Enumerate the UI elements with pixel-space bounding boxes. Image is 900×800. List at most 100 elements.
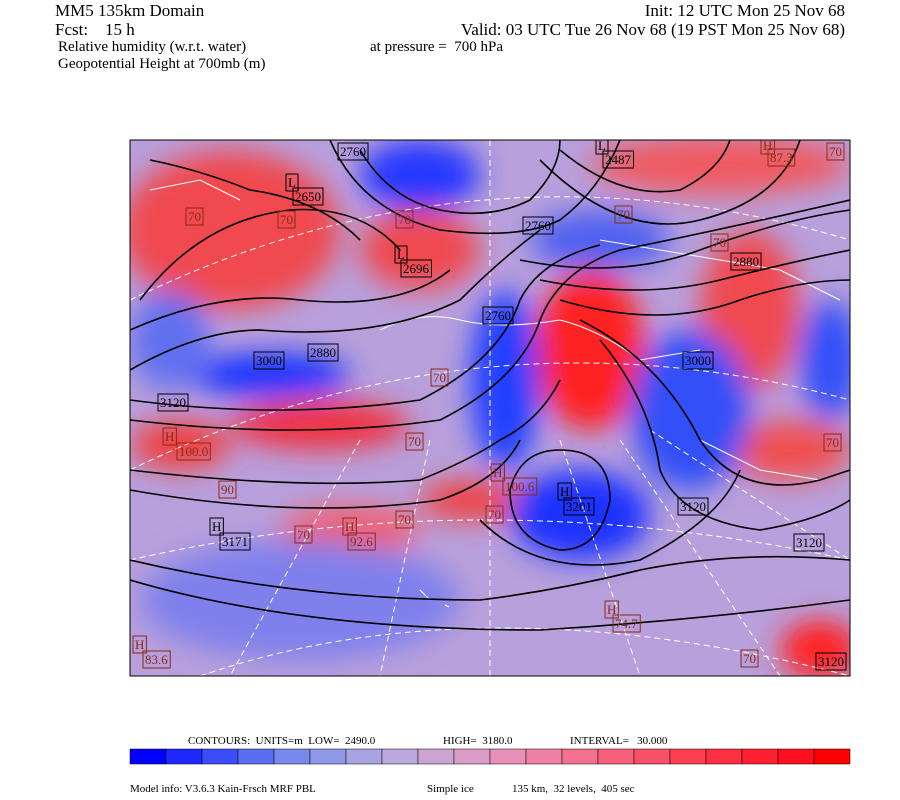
map-label: 83.6: [145, 652, 168, 667]
map-label: 70: [297, 527, 310, 542]
model-info: Model info: V3.6.3 Kain-Frsch MRF PBL: [130, 783, 316, 795]
label-box: [677, 497, 709, 516]
label-box: [826, 142, 845, 161]
label-box: [277, 210, 296, 229]
forecast: Fcst: 15 h: [55, 20, 135, 39]
field-label: Geopotential Height at 700mb (m): [58, 56, 265, 72]
map-label: H: [135, 637, 144, 652]
map-label: 90: [221, 482, 234, 497]
map-label: 70: [829, 144, 842, 159]
map-label: 2650: [295, 189, 321, 204]
contour-info: CONTOURS: UNITS=m LOW= 2490.0: [188, 735, 376, 747]
label-box: [602, 150, 634, 169]
label-box: [710, 233, 729, 252]
map-label: 3000: [685, 353, 711, 368]
map-label: 100.6: [505, 479, 535, 494]
colorbar-swatch: [525, 748, 563, 765]
map-label: 70: [743, 651, 756, 666]
label-box: [740, 649, 759, 668]
colorbar-swatch: [273, 748, 311, 765]
map-label: 2760: [525, 218, 551, 233]
colorbar: [129, 748, 851, 765]
label-box: [176, 442, 211, 461]
map-label: 70: [398, 512, 411, 527]
colorbar-swatch: [165, 748, 203, 765]
colorbar-swatch: [417, 748, 455, 765]
label-box: [285, 173, 299, 192]
map-frame: [129, 139, 851, 677]
map-label: 3120: [796, 535, 822, 550]
label-box: [307, 343, 339, 362]
pressure-label: at pressure = 700 hPa: [370, 39, 503, 55]
contour-interval: INTERVAL= 30.000: [570, 735, 668, 747]
label-box: [614, 205, 633, 224]
map-label: H: [165, 429, 174, 444]
label-box: [502, 477, 538, 496]
map-label: 2760: [340, 144, 366, 159]
colorbar-swatch: [597, 748, 635, 765]
label-box: [522, 216, 554, 235]
map-label: 70: [617, 207, 630, 222]
init-time: Init: 12 UTC Mon 25 Nov 68: [645, 1, 845, 20]
map-label: 3120: [680, 499, 706, 514]
label-box: [815, 652, 847, 671]
label-box: [209, 517, 224, 536]
map-label: L: [598, 138, 606, 153]
map-label: H: [212, 519, 221, 534]
colorbar-swatch: [129, 748, 167, 765]
map-label: L: [397, 247, 405, 262]
map-label: 92.6: [350, 534, 373, 549]
model-resolution: 135 km, 32 levels, 405 sec: [512, 783, 635, 795]
colorbar-swatch: [489, 748, 527, 765]
label-box: [292, 187, 324, 206]
label-box: [612, 614, 641, 633]
map-label: 3171: [222, 534, 248, 549]
map-label: 2880: [733, 254, 759, 269]
map-label: 70: [280, 212, 293, 227]
map-label: 3120: [818, 654, 844, 669]
label-box: [823, 433, 842, 452]
label-box: [730, 252, 762, 271]
map-label: 3201: [566, 499, 592, 514]
map-label: 2880: [310, 345, 336, 360]
label-box: [162, 427, 177, 446]
label-box: [604, 600, 619, 619]
map-label: 87.3: [770, 150, 793, 165]
colorbar-swatch: [201, 748, 239, 765]
map-label: 100.0: [179, 444, 208, 459]
label-box: [430, 368, 449, 387]
label-box: [342, 517, 357, 536]
label-box: [485, 505, 504, 524]
label-box: [405, 432, 424, 451]
colorbar-swatch: [633, 748, 671, 765]
label-box: [563, 497, 595, 516]
map-label: H: [607, 602, 616, 617]
label-box: [490, 463, 505, 482]
map-label: H: [763, 138, 772, 153]
map-label: H: [560, 484, 569, 499]
colorbar-swatch: [777, 748, 815, 765]
map-label: 3000: [256, 353, 282, 368]
map-label: 70: [398, 212, 411, 227]
label-box: [185, 207, 204, 226]
label-box: [395, 510, 414, 529]
colorbar-swatch: [237, 748, 275, 765]
map-label: 70: [488, 507, 501, 522]
label-box: [395, 210, 414, 229]
label-box: [157, 393, 189, 412]
map-label: L: [288, 175, 296, 190]
map-label: 70: [826, 435, 839, 450]
colorbar-swatch: [705, 748, 743, 765]
title: MM5 135km Domain: [55, 1, 205, 20]
field-label: Relative humidity (w.r.t. water): [58, 39, 246, 55]
label-box: [595, 140, 609, 155]
map-label: H: [345, 519, 354, 534]
colorbar-swatch: [345, 748, 383, 765]
map-label: 2696: [403, 261, 430, 276]
label-box: [219, 532, 251, 551]
colorbar-swatch: [741, 748, 779, 765]
model-ice: Simple ice: [427, 783, 474, 795]
colorbar-swatch: [813, 748, 851, 765]
label-box: [294, 525, 313, 544]
map-label: 70: [433, 370, 446, 385]
